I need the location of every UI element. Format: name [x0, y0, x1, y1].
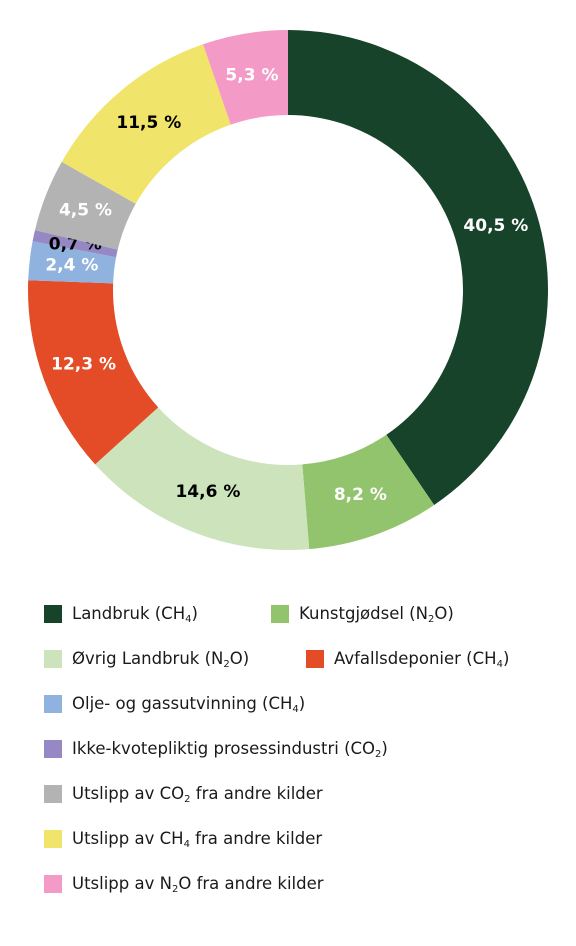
legend-label: Utslipp av CH4 fra andre kilder	[72, 829, 323, 850]
legend-label: Avfallsdeponier (CH4)	[334, 649, 510, 670]
legend-item-prosessindustri: Ikke-kvotepliktig prosessindustri (CO2)	[44, 739, 388, 760]
donut-slice	[28, 280, 159, 465]
legend-swatch	[271, 604, 289, 623]
donut-chart: 40,5 %8,2 %14,6 %12,3 %2,4 %0,7 %4,5 %11…	[28, 30, 549, 550]
legend-item-landbruk: Landbruk (CH4)	[44, 604, 198, 625]
legend-label: Ikke-kvotepliktig prosessindustri (CO2)	[72, 739, 388, 760]
legend-label: Kunstgjødsel (N2O)	[299, 604, 454, 625]
legend-label: Utslipp av N2O fra andre kilder	[72, 874, 324, 895]
donut-slice	[28, 241, 117, 284]
legend-item-n2o-andre: Utslipp av N2O fra andre kilder	[44, 874, 324, 895]
legend-swatch	[44, 739, 62, 758]
slice-data-label: 40,5 %	[463, 216, 528, 236]
legend-swatch	[44, 694, 62, 713]
legend-label: Øvrig Landbruk (N2O)	[72, 649, 250, 670]
legend-label: Utslipp av CO2 fra andre kilder	[72, 784, 323, 805]
donut-slice	[288, 30, 549, 506]
slice-data-label: 11,5 %	[116, 113, 181, 133]
donut-slice	[203, 30, 288, 125]
legend-swatch	[44, 784, 62, 803]
legend-item-ch4-andre: Utslipp av CH4 fra andre kilder	[44, 829, 323, 850]
legend-label: Landbruk (CH4)	[72, 604, 198, 625]
legend-swatch	[306, 649, 324, 668]
donut-slice	[34, 161, 136, 250]
legend-item-kunstgjodsel: Kunstgjødsel (N2O)	[271, 604, 454, 625]
slice-data-label: 14,6 %	[175, 482, 240, 502]
slice-data-label: 4,5 %	[59, 201, 112, 221]
slice-data-label: 5,3 %	[225, 66, 278, 86]
legend-label: Olje- og gassutvinning (CH4)	[72, 694, 306, 715]
donut-slice	[32, 230, 118, 258]
legend-swatch	[44, 874, 62, 893]
legend-swatch	[44, 604, 62, 623]
legend-swatch	[44, 829, 62, 848]
legend-item-ovrig-landbruk: Øvrig Landbruk (N2O)	[44, 649, 250, 670]
legend-swatch	[44, 649, 62, 668]
donut-slice	[95, 407, 310, 550]
legend-item-olje-gass: Olje- og gassutvinning (CH4)	[44, 694, 306, 715]
legend-item-co2-andre: Utslipp av CO2 fra andre kilder	[44, 784, 323, 805]
donut-slice	[61, 44, 231, 204]
slice-data-label: 8,2 %	[334, 485, 387, 505]
slice-data-label: 2,4 %	[45, 255, 98, 275]
legend-item-avfallsdeponier: Avfallsdeponier (CH4)	[306, 649, 510, 670]
donut-slice	[302, 434, 435, 550]
slice-data-label: 12,3 %	[51, 354, 116, 374]
